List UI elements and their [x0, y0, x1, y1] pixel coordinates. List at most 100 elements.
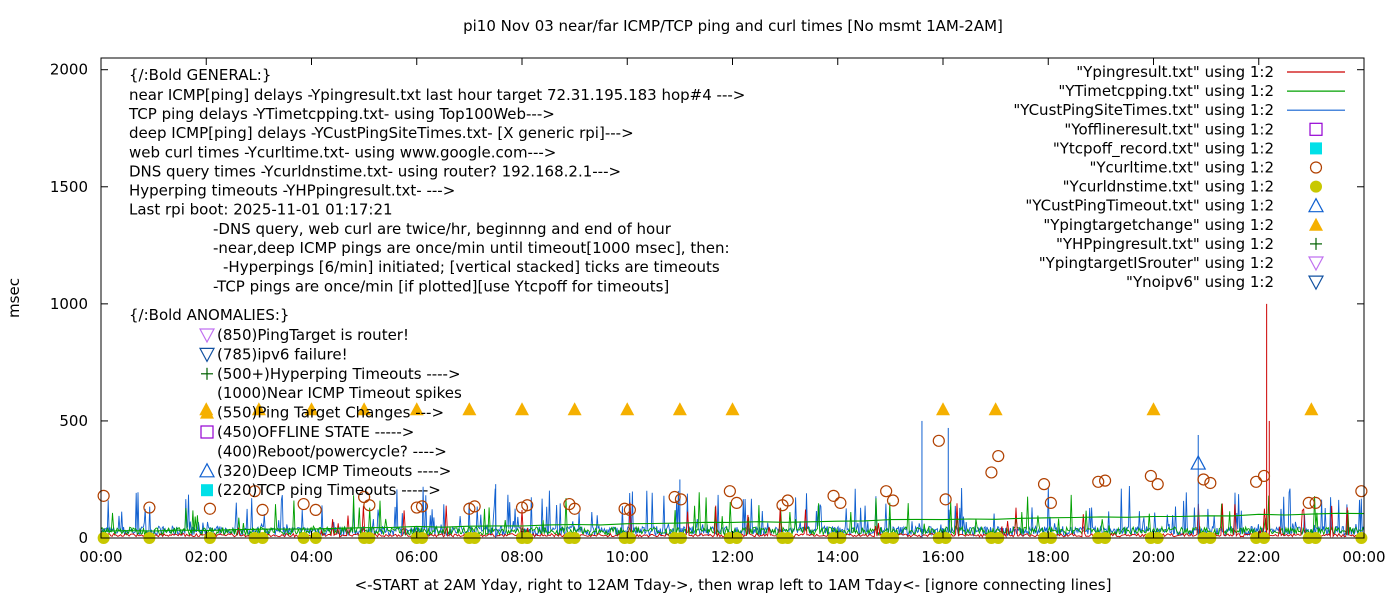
- anomaly-line: (500+)Hyperping Timeouts ---->: [217, 365, 461, 383]
- general-line: DNS query times -Ycurldnstime.txt- using…: [129, 162, 621, 180]
- anomaly-line: (550)Ping Target Changes --->: [217, 404, 444, 422]
- series-2-point: [988, 402, 1003, 416]
- series-0-point: [309, 503, 322, 517]
- x-tick-label: 20:00: [1132, 548, 1175, 566]
- series-0-point: [1092, 475, 1105, 488]
- anomaly-marker: [200, 405, 214, 419]
- x-tick-label: 00:00: [1342, 548, 1385, 566]
- series-0-point: [1302, 496, 1315, 509]
- series-0-point: [248, 485, 261, 498]
- series-0-point: [1044, 496, 1057, 509]
- series-0-point: [463, 502, 476, 515]
- series-0-point: [1197, 473, 1210, 486]
- general-line: near ICMP[ping] delays -Ypingresult.txt …: [129, 86, 745, 104]
- series-0-point: [1151, 478, 1164, 491]
- legend-entry-marker: [1310, 142, 1322, 155]
- series-0-point: [674, 493, 688, 506]
- series-0-point: [932, 434, 945, 447]
- x-tick-label: 00:00: [79, 548, 122, 566]
- series-0-point: [468, 500, 481, 513]
- series-0-point: [1250, 475, 1263, 488]
- note-line: -DNS query, web curl are twice/hr, begin…: [213, 220, 672, 238]
- y-tick-label: 500: [59, 412, 88, 430]
- y-tick-label: 0: [78, 529, 88, 547]
- x-tick-label: 14:00: [816, 548, 859, 566]
- anomaly-marker: [198, 328, 216, 344]
- anomalies-heading: {/:Bold ANOMALIES:}: [129, 306, 289, 324]
- series-2-point: [725, 402, 740, 416]
- anomaly-marker: [200, 425, 214, 439]
- series-0-point: [1144, 469, 1157, 483]
- series-2-point: [1146, 402, 1161, 416]
- anomaly-line: (785)ipv6 failure!: [217, 345, 348, 363]
- x-tick-label: 08:00: [500, 548, 543, 566]
- x-tick-label: 18:00: [1027, 548, 1070, 566]
- series-0-point: [415, 500, 429, 513]
- series-0-point: [730, 496, 743, 509]
- series-0-point: [256, 503, 269, 517]
- x-tick-label: 10:00: [606, 548, 649, 566]
- tcp-baseline-trace: [100, 512, 1365, 532]
- series-0-point: [297, 497, 310, 511]
- anomaly-marker: [198, 347, 216, 363]
- series-0-point: [410, 501, 423, 514]
- legend-entry-marker: [1310, 237, 1322, 250]
- series-2-point: [357, 402, 372, 416]
- legend-entry-label: "Yofflineresult.txt" using 1:2: [1064, 120, 1274, 138]
- x-tick-label: 16:00: [921, 548, 964, 566]
- legend-entry-marker: [1309, 161, 1323, 174]
- general-line: Hyperping timeouts -YHPpingresult.txt- -…: [129, 182, 455, 200]
- legend-entry-marker: [1310, 180, 1322, 193]
- legend-entry-label: "Ypingresult.txt" using 1:2: [1076, 63, 1274, 81]
- series-2-point: [462, 402, 477, 416]
- x-tick-label: 04:00: [290, 548, 333, 566]
- y-axis-label: msec: [5, 278, 23, 318]
- note-line: -TCP pings are once/min [if plotted][use…: [213, 277, 669, 295]
- series-0-point: [363, 499, 376, 512]
- series-0-point: [143, 501, 156, 514]
- general-heading: {/:Bold GENERAL:}: [129, 66, 271, 84]
- legend-entry-label: "YCustPingSiteTimes.txt" using 1:2: [1013, 101, 1274, 119]
- series-2-point: [1304, 402, 1319, 416]
- series-0-point: [1098, 474, 1112, 487]
- x-tick-label: 06:00: [395, 548, 438, 566]
- y-tick-label: 2000: [50, 61, 88, 79]
- series-0-point: [1037, 478, 1051, 491]
- annotations: {/:Bold GENERAL:} near ICMP[ping] delays …: [128, 66, 745, 499]
- series-0-point: [97, 489, 110, 502]
- legend-entry-label: "Ycurldnstime.txt" using 1:2: [1063, 178, 1274, 196]
- series-0-point: [515, 501, 529, 514]
- general-line: TCP ping delays -YTimetcpping.txt- using…: [128, 105, 555, 123]
- series-0-point: [203, 502, 217, 515]
- series-0-point: [834, 496, 847, 509]
- legend-entry-marker: [1309, 217, 1323, 231]
- note-line: -near,deep ICMP pings are once/min until…: [213, 239, 730, 257]
- legend-entry-marker: [1309, 122, 1323, 136]
- series-2-point: [251, 402, 266, 416]
- general-line: deep ICMP[ping] delays -YCustPingSiteTim…: [129, 124, 634, 142]
- series-0-point: [1309, 496, 1322, 509]
- anomaly-line: (320)Deep ICMP Timeouts ---->: [217, 462, 451, 480]
- series-0-point: [880, 485, 893, 498]
- series-0-point: [939, 493, 952, 506]
- x-tick-label: 02:00: [185, 548, 228, 566]
- series-0-point: [668, 490, 681, 504]
- anomaly-line: (850)PingTarget is router!: [217, 326, 409, 344]
- legend-entry-marker: [1307, 197, 1325, 213]
- legend-entry-label: "YTimetcpping.txt" using 1:2: [1058, 82, 1274, 100]
- series-0-point: [781, 494, 794, 507]
- legend-entry-marker: [1307, 256, 1325, 272]
- general-line: Last rpi boot: 2025-11-01 01:17:21: [129, 201, 393, 219]
- series-2-point: [672, 402, 687, 416]
- series-0-point: [723, 485, 736, 498]
- series-0-point: [1355, 485, 1368, 498]
- x-axis-label: <-START at 2AM Yday, right to 12AM Tday-…: [355, 576, 1112, 594]
- series-0-point: [985, 466, 998, 479]
- series-0-point: [623, 503, 636, 517]
- tick-labels: 00:00 02:00 04:00 06:00 08:00 10:00 12:00 14:00…: [50, 61, 1386, 566]
- y-tick-label: 1500: [50, 178, 88, 196]
- legend-entry-marker: [1307, 275, 1325, 291]
- series-2-point: [304, 402, 319, 416]
- series-0-point: [1257, 469, 1271, 483]
